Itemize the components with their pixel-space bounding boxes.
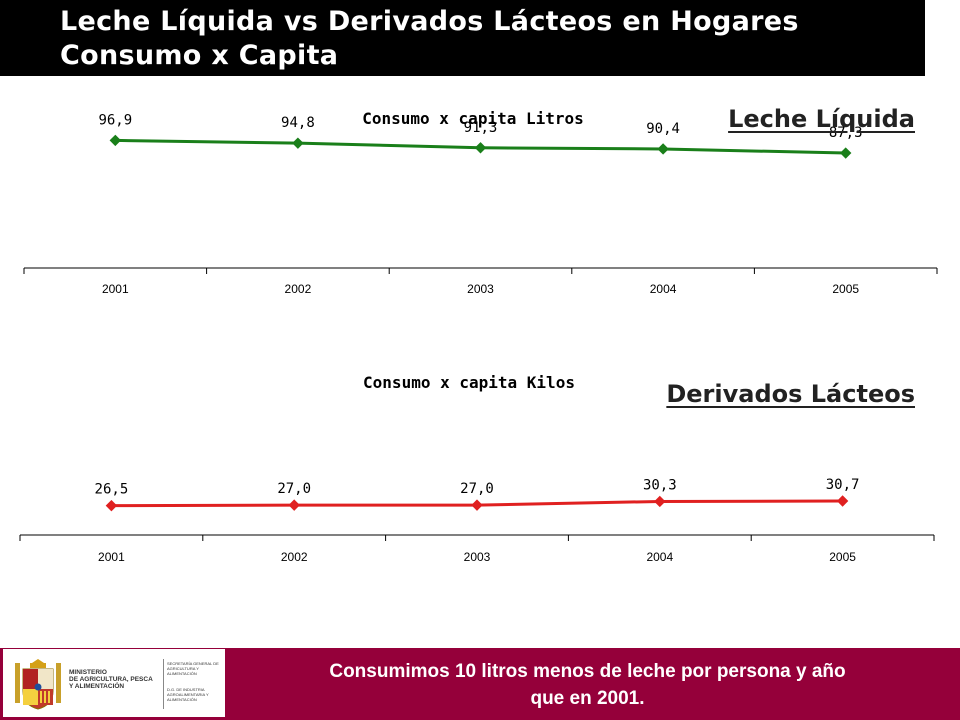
footer-message: Consumimos 10 litros menos de leche por … — [235, 658, 940, 712]
data-point-marker — [836, 495, 849, 507]
x-tick-label: 2004 — [646, 550, 673, 564]
data-label: 87,3 — [829, 125, 863, 141]
data-label: 91,3 — [464, 120, 498, 136]
chart-title: Consumo x capita Litros — [362, 109, 584, 128]
x-tick-label: 2001 — [98, 550, 125, 564]
direccion-general-text: D.G. DE INDUSTRIA AGROALIMENTARIA Y ALIM… — [167, 687, 209, 702]
logo-divider — [163, 659, 164, 709]
data-label: 90,4 — [646, 121, 680, 137]
data-label: 26,5 — [95, 482, 129, 498]
footer-message-line-1: Consumimos 10 litros menos de leche por … — [329, 661, 846, 682]
x-tick-label: 2003 — [464, 550, 491, 564]
slide-title: Leche Líquida vs Derivados Lácteos en Ho… — [60, 6, 799, 37]
data-point-marker — [471, 499, 483, 511]
title-bar: Leche Líquida vs Derivados Lácteos en Ho… — [0, 0, 925, 76]
leche-liquida-chart: Consumo x capita Litros 2001 2002 2003 2004… — [23, 109, 938, 296]
chart-title: Consumo x capita Kilos — [363, 373, 575, 392]
derivados-lacteos-chart: Consumo x capita Kilos 2001 2002 2003 2004 2… — [19, 373, 935, 564]
data-point-marker — [109, 134, 122, 147]
data-label: 30,3 — [643, 477, 677, 493]
data-point-marker — [105, 499, 118, 512]
data-label: 96,9 — [98, 112, 132, 128]
data-label: 94,8 — [281, 115, 315, 131]
x-tick-label: 2005 — [829, 550, 856, 564]
data-label: 27,0 — [277, 481, 311, 497]
ministry-logo: MINISTERIO DE AGRICULTURA, PESCA Y ALIME… — [3, 649, 225, 717]
x-tick-label: 2004 — [650, 282, 677, 296]
data-point-marker — [839, 147, 852, 159]
derivados-lacteos-heading: Derivados Lácteos — [666, 380, 915, 408]
data-point-marker — [292, 137, 304, 149]
x-tick-label: 2003 — [467, 282, 494, 296]
x-tick-label: 2005 — [832, 282, 859, 296]
data-point-marker — [654, 495, 666, 508]
data-label: 27,0 — [460, 481, 494, 497]
secretaria-general-text: SECRETARÍA GENERAL DE AGRICULTURA Y ALIM… — [167, 661, 219, 676]
footer-bar: MINISTERIO DE AGRICULTURA, PESCA Y ALIME… — [0, 648, 960, 720]
plot-area: 2001 2002 2003 2004 2005 96,9 94,8 91,3 90,4 87,3 — [23, 112, 938, 296]
x-tick-label: 2001 — [102, 282, 129, 296]
footer-message-line-2: que en 2001. — [530, 688, 645, 709]
slide-subtitle: Consumo x Capita — [60, 40, 339, 71]
data-label: 30,7 — [826, 477, 860, 493]
plot-area: 2001 2002 2003 2004 2005 26,5 27,0 27,0 30,3 30,7 — [19, 477, 935, 564]
ministry-name: MINISTERIO DE AGRICULTURA, PESCA Y ALIME… — [69, 669, 153, 690]
data-point-marker — [657, 143, 669, 155]
coat-of-arms-icon — [15, 659, 61, 710]
data-point-marker — [288, 499, 300, 511]
leche-liquida-heading: Leche Líquida — [728, 105, 915, 133]
x-tick-label: 2002 — [281, 550, 308, 564]
x-tick-label: 2002 — [285, 282, 312, 296]
data-point-marker — [474, 142, 487, 154]
